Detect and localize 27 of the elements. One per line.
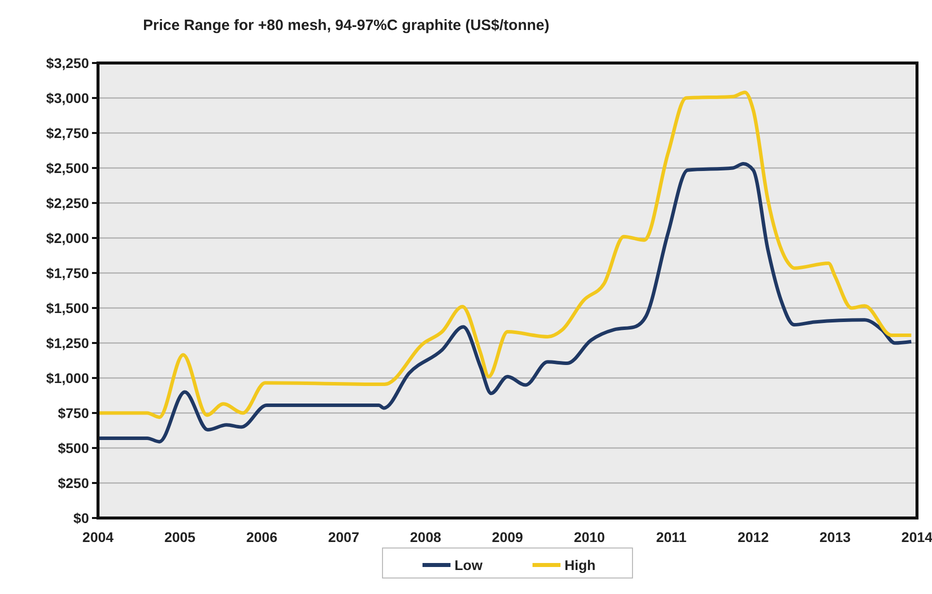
y-tick-label: $1,250 bbox=[46, 334, 90, 351]
y-tick-label: $3,000 bbox=[46, 90, 90, 106]
y-tick-label: $500 bbox=[58, 440, 90, 456]
x-tick-label: 2012 bbox=[738, 529, 769, 545]
y-tick-label: $2,750 bbox=[46, 124, 90, 141]
y-tick-label: $0 bbox=[73, 510, 90, 526]
x-tick-label: 2004 bbox=[82, 529, 114, 545]
y-tick-label: $250 bbox=[58, 474, 90, 491]
y-tick-label: $1,750 bbox=[46, 264, 90, 281]
legend-label: High bbox=[564, 556, 596, 573]
chart-title: Price Range for +80 mesh, 94-97%C graphite (US$/tonne) bbox=[143, 17, 550, 34]
x-tick-label: 2008 bbox=[410, 529, 442, 545]
x-tick-label: 2006 bbox=[246, 529, 278, 545]
legend-label: Low bbox=[454, 556, 483, 573]
x-tick-label: 2011 bbox=[656, 529, 687, 545]
x-tick-label: 2010 bbox=[574, 529, 606, 545]
y-tick-label: $750 bbox=[58, 404, 90, 421]
x-tick-label: 2005 bbox=[164, 529, 196, 545]
y-tick-label: $1,000 bbox=[46, 370, 90, 386]
x-tick-label: 2009 bbox=[492, 529, 524, 545]
x-tick-label: 2013 bbox=[820, 529, 851, 545]
y-tick-label: $2,500 bbox=[46, 160, 90, 176]
y-tick-label: $2,250 bbox=[46, 194, 90, 211]
y-tick-label: $2,000 bbox=[46, 230, 90, 246]
y-tick-label: $3,250 bbox=[46, 54, 90, 71]
x-tick-label: 2007 bbox=[328, 529, 360, 545]
y-tick-label: $1,500 bbox=[46, 300, 90, 316]
